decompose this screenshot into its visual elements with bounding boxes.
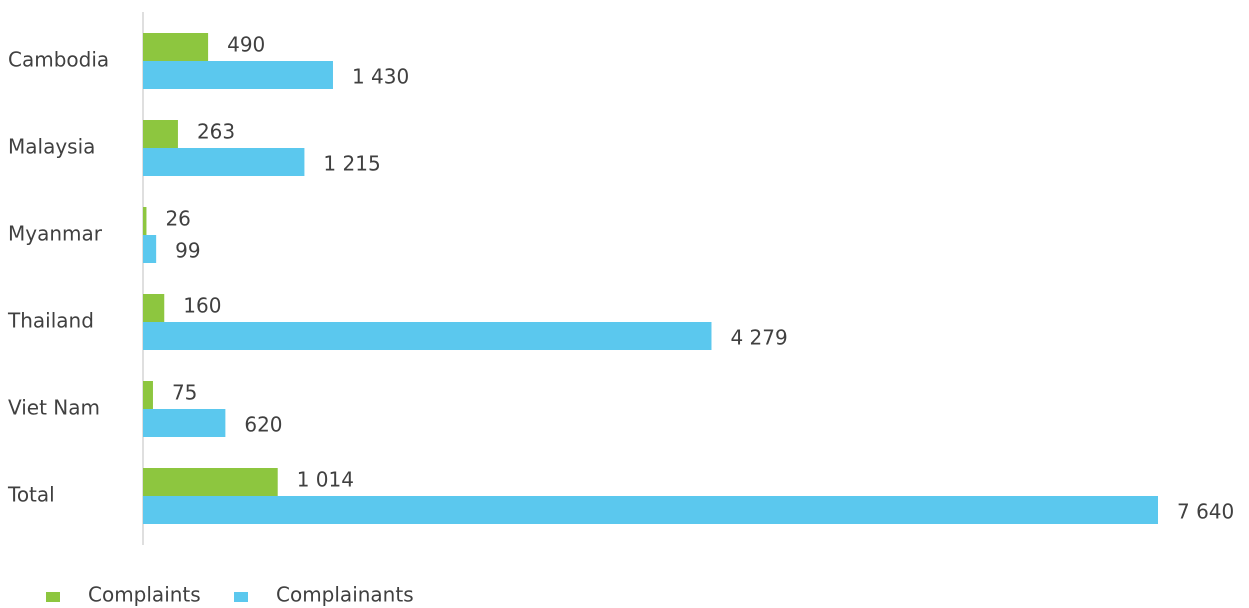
category-label: Cambodia: [8, 48, 109, 72]
value-label: 4 279: [730, 326, 787, 350]
value-label: 26: [165, 207, 190, 231]
value-label: 1 215: [323, 152, 380, 176]
value-label: 160: [183, 294, 221, 318]
bar: [143, 468, 278, 496]
value-label: 99: [175, 239, 200, 263]
bar: [143, 322, 712, 350]
bar: [143, 235, 157, 263]
legend-swatch: [46, 592, 60, 602]
bar: [143, 120, 178, 148]
bar: [143, 33, 209, 61]
legend-label: Complaints: [88, 583, 201, 607]
legend-swatch: [234, 592, 248, 602]
category-label: Malaysia: [8, 135, 95, 159]
value-label: 620: [244, 413, 282, 437]
category-label: Thailand: [7, 309, 94, 333]
category-label: Myanmar: [8, 222, 103, 246]
bar: [143, 496, 1158, 524]
bar: [143, 294, 165, 322]
category-label: Viet Nam: [8, 396, 100, 420]
category-label: Total: [7, 483, 55, 507]
value-label: 1 014: [297, 468, 354, 492]
bar: [143, 148, 305, 176]
bar: [143, 207, 147, 235]
value-label: 263: [197, 120, 235, 144]
bar: [143, 381, 153, 409]
legend-label: Complainants: [276, 583, 414, 607]
value-label: 1 430: [352, 65, 409, 89]
value-label: 75: [172, 381, 197, 405]
value-label: 490: [227, 33, 265, 57]
bar: [143, 409, 226, 437]
value-label: 7 640: [1177, 500, 1234, 524]
bar: [143, 61, 333, 89]
